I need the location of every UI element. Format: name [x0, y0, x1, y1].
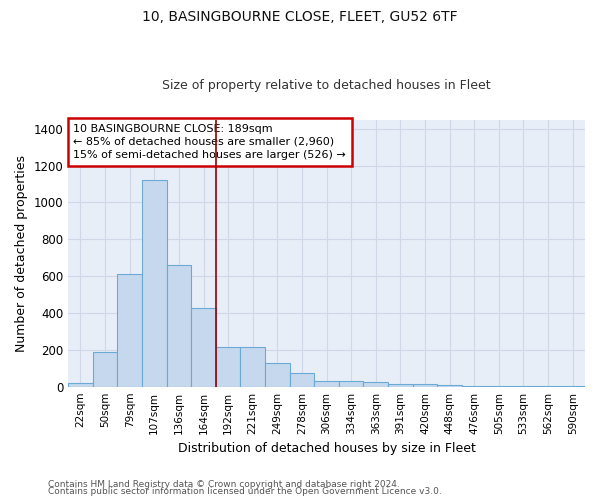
Text: 10 BASINGBOURNE CLOSE: 189sqm
← 85% of detached houses are smaller (2,960)
15% o: 10 BASINGBOURNE CLOSE: 189sqm ← 85% of d… [73, 124, 346, 160]
Text: 10, BASINGBOURNE CLOSE, FLEET, GU52 6TF: 10, BASINGBOURNE CLOSE, FLEET, GU52 6TF [142, 10, 458, 24]
Bar [216, 347, 241, 387]
Bar [290, 373, 314, 386]
Y-axis label: Number of detached properties: Number of detached properties [15, 154, 28, 352]
Bar [191, 308, 216, 386]
X-axis label: Distribution of detached houses by size in Fleet: Distribution of detached houses by size … [178, 442, 476, 455]
Bar [265, 362, 290, 386]
Text: Contains public sector information licensed under the Open Government Licence v3: Contains public sector information licen… [48, 487, 442, 496]
Bar [68, 383, 93, 386]
Bar [437, 385, 462, 386]
Title: Size of property relative to detached houses in Fleet: Size of property relative to detached ho… [162, 79, 491, 92]
Bar [142, 180, 167, 386]
Bar [413, 384, 437, 386]
Text: Contains HM Land Registry data © Crown copyright and database right 2024.: Contains HM Land Registry data © Crown c… [48, 480, 400, 489]
Bar [339, 381, 364, 386]
Bar [364, 382, 388, 386]
Bar [388, 384, 413, 386]
Bar [167, 265, 191, 386]
Bar [118, 274, 142, 386]
Bar [241, 347, 265, 387]
Bar [93, 352, 118, 386]
Bar [314, 381, 339, 386]
